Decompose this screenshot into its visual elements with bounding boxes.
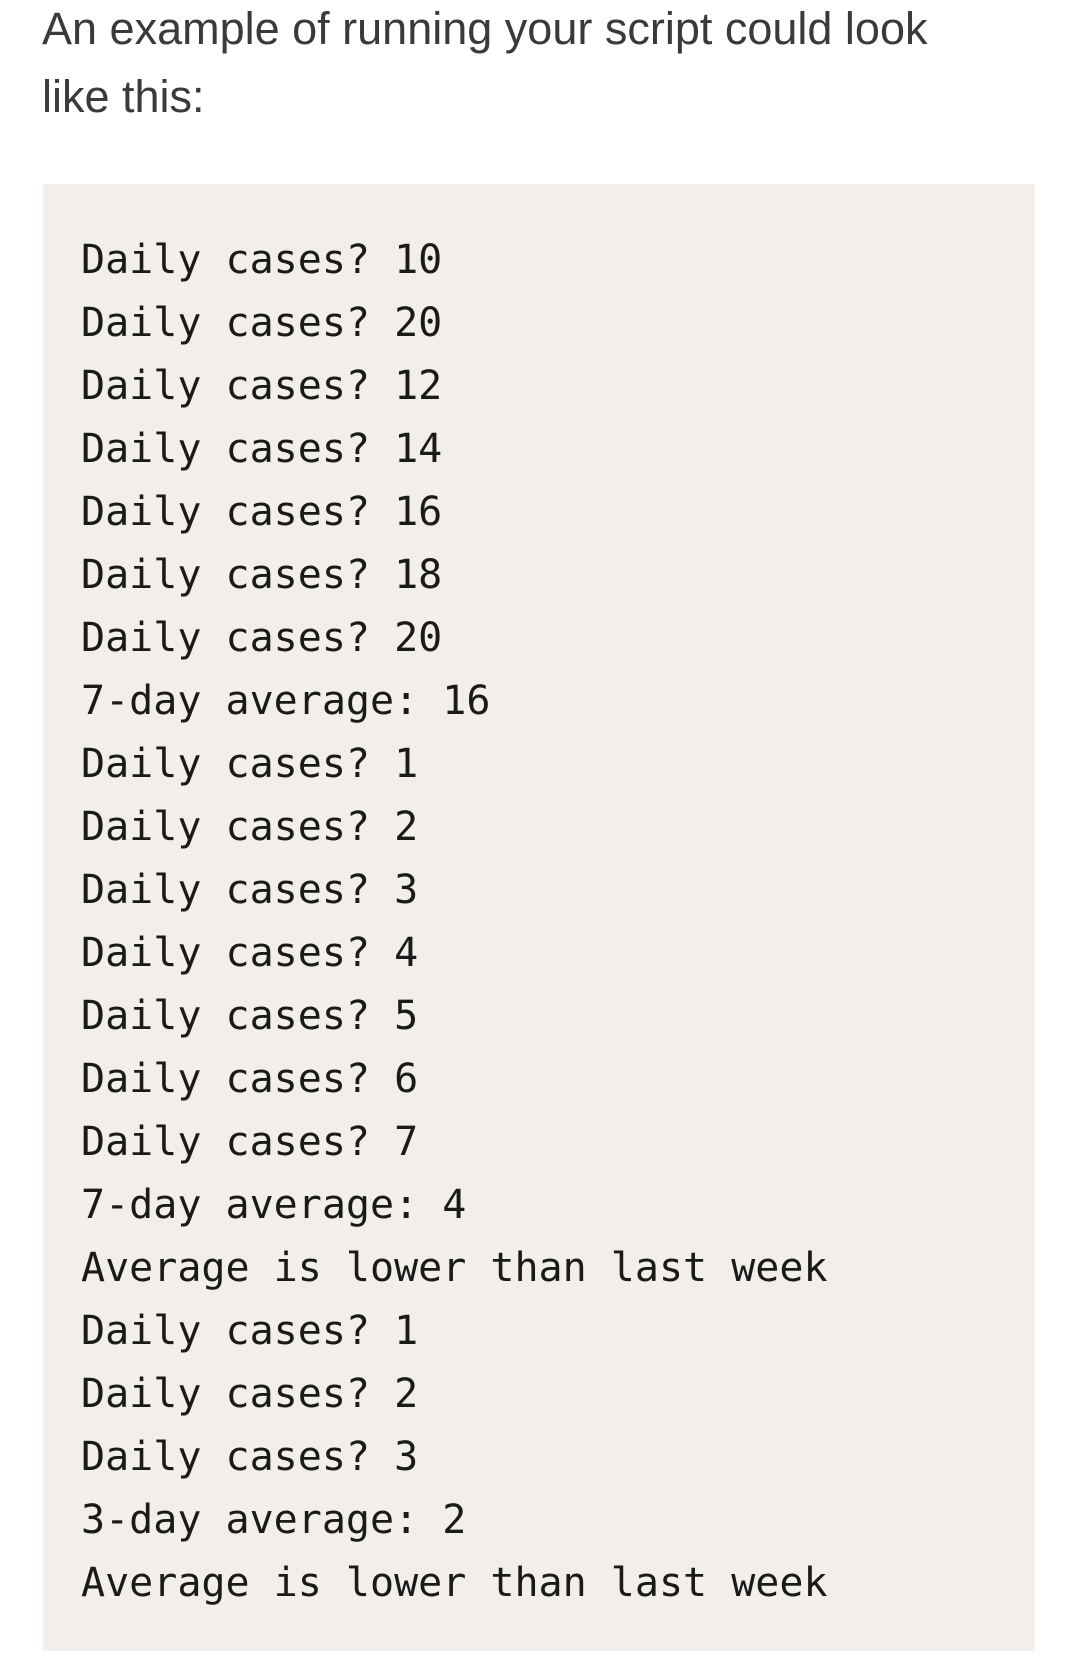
console-line: 7-day average: 4 bbox=[81, 1182, 467, 1228]
console-line: Daily cases? 2 bbox=[81, 804, 419, 850]
console-line: Daily cases? 7 bbox=[81, 1119, 419, 1165]
console-line: Daily cases? 3 bbox=[81, 867, 419, 913]
console-line: Average is lower than last week bbox=[81, 1560, 828, 1606]
console-line: Daily cases? 4 bbox=[81, 930, 419, 976]
console-line: Daily cases? 10 bbox=[81, 237, 443, 283]
console-line: Average is lower than last week bbox=[81, 1245, 828, 1291]
console-line: Daily cases? 20 bbox=[81, 300, 443, 346]
console-line: Daily cases? 20 bbox=[81, 615, 443, 661]
console-line: Daily cases? 14 bbox=[81, 426, 443, 472]
console-line: Daily cases? 12 bbox=[81, 363, 443, 409]
console-line: Daily cases? 3 bbox=[81, 1434, 419, 1480]
console-output: Daily cases? 10 Daily cases? 20 Daily case… bbox=[43, 184, 1035, 1651]
console-line: Daily cases? 1 bbox=[81, 741, 419, 787]
console-line: 3-day average: 2 bbox=[81, 1497, 467, 1543]
console-line: Daily cases? 6 bbox=[81, 1056, 419, 1102]
console-line: Daily cases? 2 bbox=[81, 1371, 419, 1417]
console-line: Daily cases? 5 bbox=[81, 993, 419, 1039]
console-line: Daily cases? 16 bbox=[81, 489, 443, 535]
console-line: Daily cases? 18 bbox=[81, 552, 443, 598]
console-line: Daily cases? 1 bbox=[81, 1308, 419, 1354]
page-title: An example of running your script could … bbox=[42, 3, 928, 122]
console-line: 7-day average: 16 bbox=[81, 678, 491, 724]
